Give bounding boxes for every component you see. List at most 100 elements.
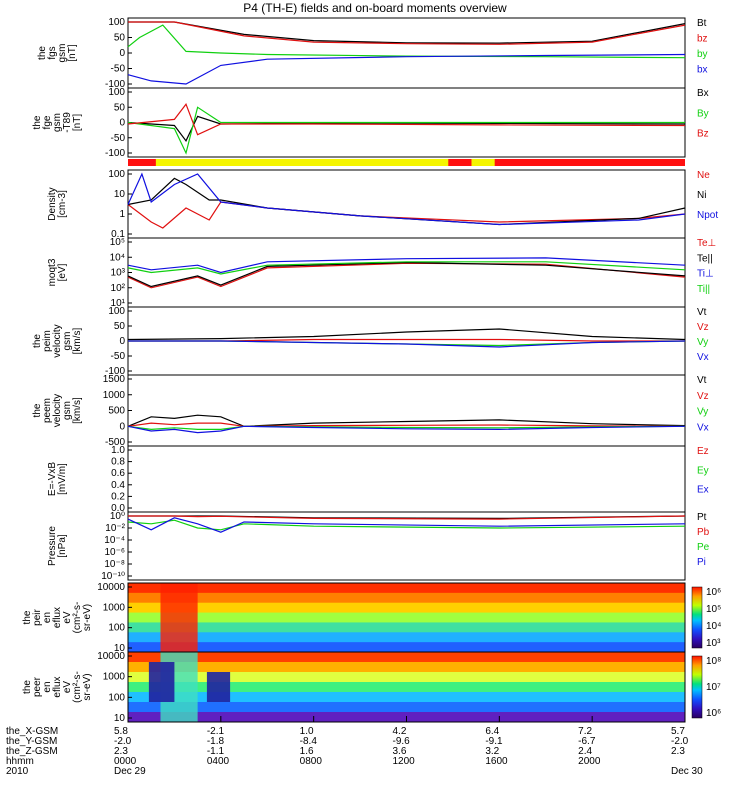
ephemeris-value: 0800 xyxy=(299,756,322,767)
y-tick-label: 10⁻⁶ xyxy=(104,547,125,558)
y-tick-label: -100 xyxy=(105,148,125,159)
legend-entry: Ez xyxy=(697,446,709,457)
y-axis-label: fgs xyxy=(47,46,58,59)
y-axis-label: en xyxy=(42,612,53,623)
y-axis-label: gsm xyxy=(52,113,63,132)
y-axis-label: sr-eV) xyxy=(82,604,93,631)
ephemeris-value: 1.6 xyxy=(299,746,314,757)
spectrogram-band xyxy=(128,652,685,663)
ephemeris-value: 1200 xyxy=(392,756,415,767)
legend-entry: Ti|| xyxy=(697,284,710,295)
ephemeris-value: 2.4 xyxy=(578,746,593,757)
y-tick-label: 10⁴ xyxy=(110,252,125,263)
y-tick-label: 10⁻⁸ xyxy=(104,559,125,570)
mode-flag-segment xyxy=(471,159,495,166)
series-line-ti⊥ xyxy=(127,257,686,274)
ephemeris-value: 2000 xyxy=(578,756,601,767)
y-tick-label: 100 xyxy=(108,169,125,180)
legend-entry: Pe xyxy=(697,542,710,553)
colorbar-tick-label: 10⁵ xyxy=(706,604,721,615)
series-line-vy xyxy=(128,340,686,347)
panel-frame xyxy=(127,445,686,513)
y-tick-label: 0 xyxy=(119,48,125,59)
series-line-vt xyxy=(127,328,686,341)
y-tick-label: 1 xyxy=(119,209,125,220)
y-tick-label: -100 xyxy=(105,366,125,377)
ephemeris-value: 0000 xyxy=(114,756,137,767)
y-axis-label: en xyxy=(42,681,53,692)
panel-frame xyxy=(127,511,686,581)
spectrogram-band xyxy=(128,622,685,633)
legend-entry: Vy xyxy=(697,337,708,348)
y-tick-label: 0.6 xyxy=(111,468,125,479)
spectrogram-band xyxy=(128,602,685,614)
legend-entry: Vy xyxy=(697,407,708,418)
legend-entry: Ex xyxy=(697,485,709,496)
y-axis-label: (cm²-s- xyxy=(72,602,83,634)
spectrogram-band xyxy=(128,583,685,594)
y-axis-label: E=-VxB xyxy=(47,462,58,497)
ephemeris-value: 4.2 xyxy=(392,726,407,737)
spectrogram-band xyxy=(128,612,685,623)
colorbar-tick-label: 10⁴ xyxy=(706,621,721,632)
y-tick-label: 1000 xyxy=(103,390,126,401)
legend-entry: Pt xyxy=(697,512,707,523)
spectrogram-band xyxy=(128,662,685,673)
y-axis-label: (cm²-s- xyxy=(72,671,83,703)
y-tick-label: 1000 xyxy=(103,602,126,613)
y-tick-label: 0.2 xyxy=(111,491,125,502)
y-axis-label: Pressure xyxy=(47,526,58,566)
panel-frame xyxy=(127,169,686,239)
y-tick-label: 10000 xyxy=(97,582,125,593)
spectrogram-feature xyxy=(206,672,231,702)
y-tick-label: 0.1 xyxy=(111,229,125,240)
colorbar-tick-label: 10³ xyxy=(706,638,721,649)
series-line-bx xyxy=(127,115,686,142)
series-line-te|| xyxy=(127,261,686,288)
legend-entry: By xyxy=(697,108,709,119)
ephemeris-value: 0400 xyxy=(206,756,230,767)
ephemeris-value: Dec 30 xyxy=(671,766,703,777)
y-tick-label: 10⁻⁴ xyxy=(104,535,125,546)
spectrogram-feature xyxy=(148,662,175,702)
y-tick-label: 10 xyxy=(114,643,126,654)
y-tick-label: 0 xyxy=(119,421,125,432)
ephemeris-value: -6.7 xyxy=(578,736,596,747)
legend-entry: Vz xyxy=(697,322,709,333)
y-tick-label: 100 xyxy=(108,87,125,98)
y-tick-label: 10000 xyxy=(97,651,125,662)
ephemeris-value: -9.6 xyxy=(392,736,410,747)
ephemeris-value: 2.3 xyxy=(114,746,128,757)
y-axis-label: [nT] xyxy=(67,44,78,61)
series-line-ti|| xyxy=(127,261,686,275)
y-tick-label: 10³ xyxy=(111,268,126,279)
y-tick-label: 10² xyxy=(111,283,126,294)
ephemeris-value: 6.4 xyxy=(485,726,500,737)
series-line-te⊥ xyxy=(127,262,686,289)
y-axis-label: peer xyxy=(32,676,43,697)
legend-entry: Pi xyxy=(697,557,706,568)
ephemeris-value: -8.4 xyxy=(299,736,317,747)
y-tick-label: 50 xyxy=(114,102,126,113)
spectrogram-band xyxy=(128,682,685,693)
legend-entry: bx xyxy=(697,65,708,76)
colorbar-tick-label: 10⁸ xyxy=(706,656,721,667)
legend-entry: Vx xyxy=(697,422,709,433)
series-line-pe xyxy=(127,519,686,531)
series-line-vt xyxy=(127,414,686,427)
y-axis-label: sr-eV) xyxy=(82,673,93,700)
y-axis-label: the xyxy=(37,46,48,60)
y-tick-label: 10⁻² xyxy=(105,523,125,534)
y-tick-label: 50 xyxy=(114,33,126,44)
y-axis-label: eV xyxy=(62,611,73,624)
y-tick-label: -50 xyxy=(111,64,126,75)
y-axis-label: the xyxy=(32,334,43,348)
y-axis-label: peir xyxy=(32,608,43,625)
spectrogram-band xyxy=(128,692,685,703)
y-tick-label: 10 xyxy=(114,713,126,724)
ephemeris-value: 2.3 xyxy=(671,746,685,757)
spectrogram-feature xyxy=(160,583,198,652)
series-line-vx xyxy=(128,340,686,348)
y-axis-label: [km/s] xyxy=(72,327,83,354)
